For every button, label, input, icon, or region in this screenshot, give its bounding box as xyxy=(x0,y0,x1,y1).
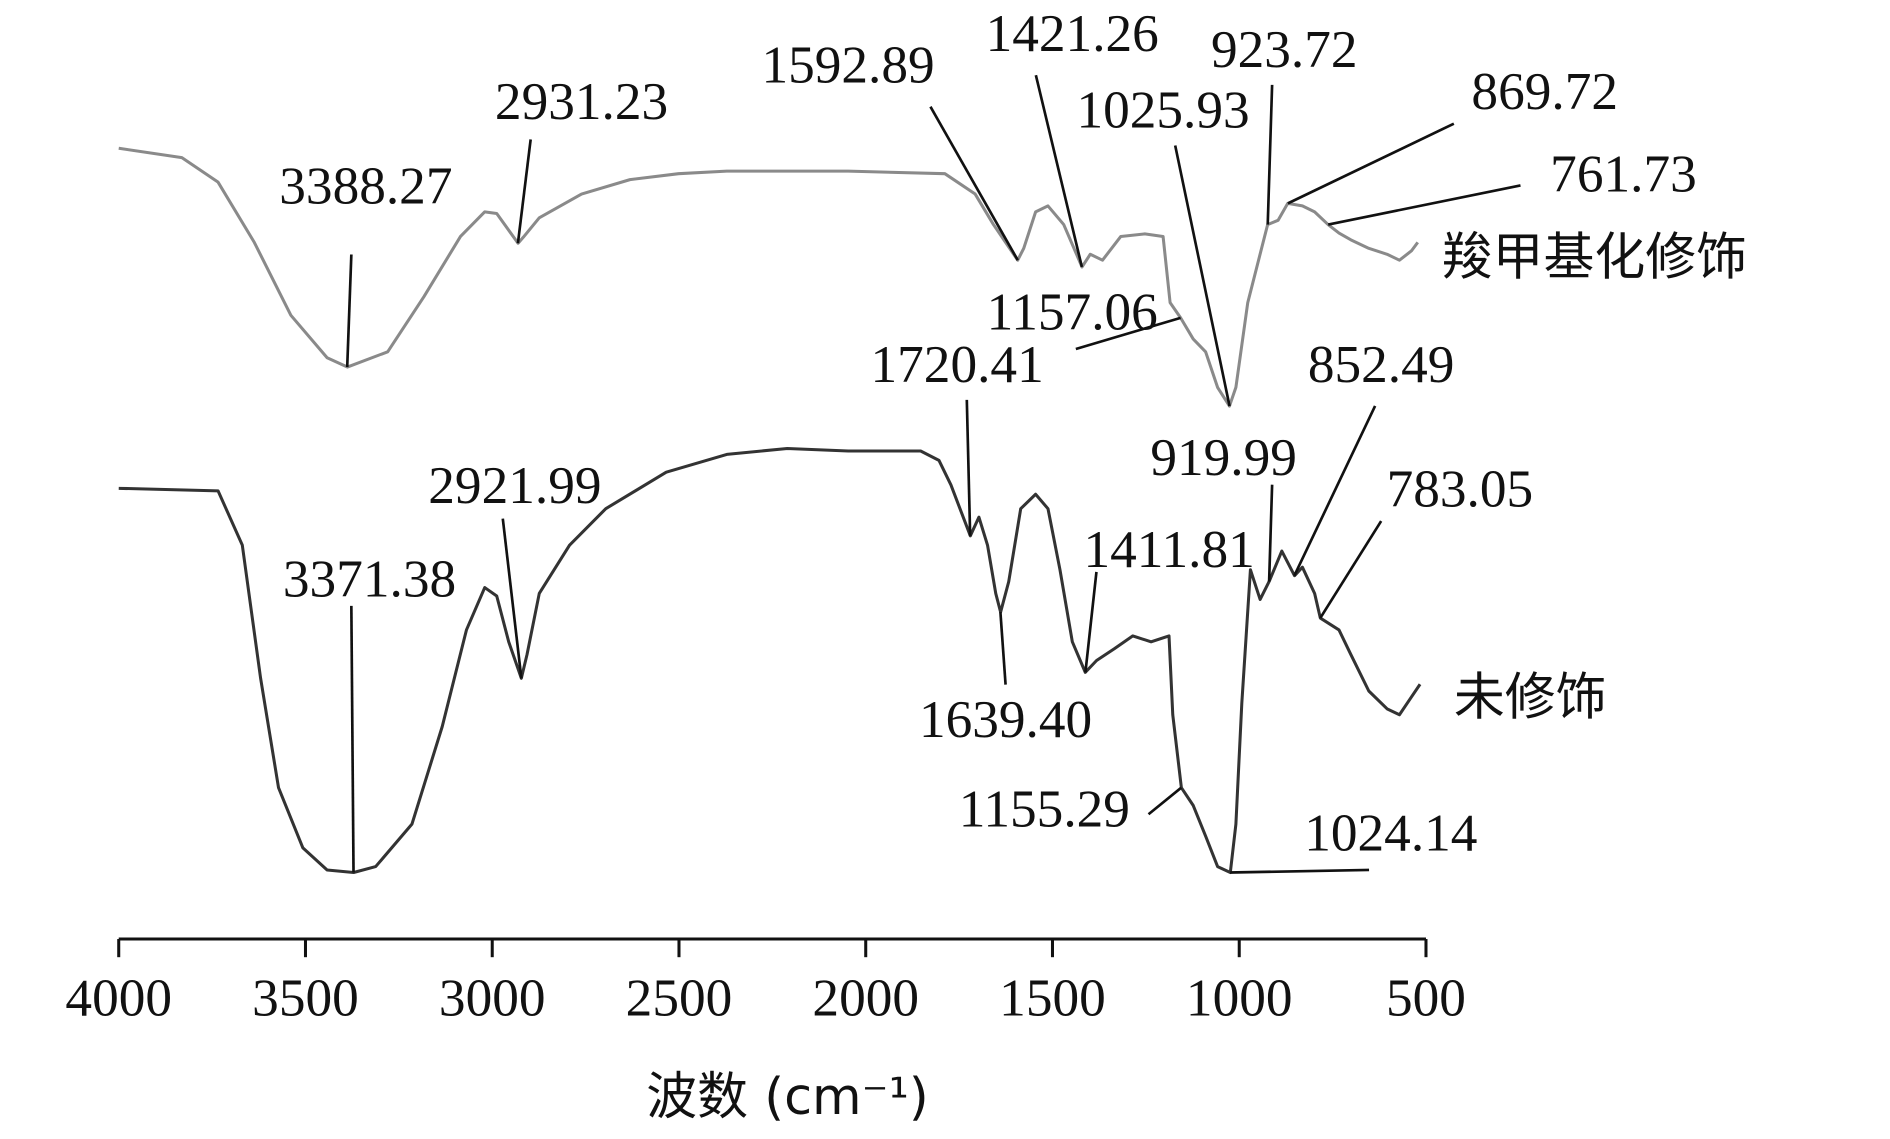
series-label: 未修饰 xyxy=(1454,667,1607,726)
peak-label: 3371.38 xyxy=(283,549,456,608)
peak-label: 1157.06 xyxy=(987,283,1158,342)
peak-label: 869.72 xyxy=(1471,62,1618,121)
peak-leader xyxy=(1084,571,1098,673)
peak-label: 1025.93 xyxy=(1076,80,1249,139)
peak-leader xyxy=(1267,484,1274,582)
peak-label: 919.99 xyxy=(1150,428,1297,487)
x-tick-label: 2000 xyxy=(812,968,919,1027)
peak-leader xyxy=(929,106,1019,261)
peak-label: 2921.99 xyxy=(428,456,601,515)
peak-label: 1155.29 xyxy=(959,779,1130,838)
peak-label: 1720.41 xyxy=(871,335,1044,394)
peak-label: 761.73 xyxy=(1550,145,1697,204)
x-tick-label: 3500 xyxy=(252,968,359,1027)
peak-leader xyxy=(1173,145,1231,407)
peak-leader xyxy=(345,254,353,368)
peak-label: 783.05 xyxy=(1387,460,1534,519)
series-label: 羧甲基化修饰 xyxy=(1442,228,1747,287)
peak-leader xyxy=(1075,316,1181,351)
peak-leader xyxy=(1147,786,1183,816)
x-axis-label: 波数 (cm⁻¹) xyxy=(646,1067,928,1126)
x-tick-label: 500 xyxy=(1386,968,1466,1027)
peak-label: 923.72 xyxy=(1211,20,1358,79)
x-tick-label: 3000 xyxy=(439,968,546,1027)
peak-leader xyxy=(1266,84,1274,225)
peak-leader xyxy=(1319,520,1383,619)
x-tick-label: 2500 xyxy=(626,968,733,1027)
peak-leader xyxy=(999,612,1007,685)
peak-label: 2931.23 xyxy=(495,72,668,131)
peak-label: 3388.27 xyxy=(279,157,452,216)
peak-label: 1024.14 xyxy=(1304,804,1477,863)
peak-label: 1411.81 xyxy=(1084,520,1255,579)
x-tick-label: 1500 xyxy=(999,968,1106,1027)
peak-label: 1639.40 xyxy=(919,690,1092,749)
spectrum-line xyxy=(118,146,1419,408)
peak-label: 1421.26 xyxy=(986,4,1159,63)
peak-leader xyxy=(1327,184,1521,226)
spectrum-line xyxy=(118,446,1422,875)
peak-leader xyxy=(965,399,972,536)
peak-leader xyxy=(501,518,523,679)
peak-label: 852.49 xyxy=(1308,335,1455,394)
x-tick-label: 4000 xyxy=(65,968,172,1027)
x-tick-label: 1000 xyxy=(1186,968,1293,1027)
peak-leader xyxy=(1287,122,1455,205)
peak-leader xyxy=(516,139,532,244)
peak-leader xyxy=(1034,74,1084,268)
peak-leader xyxy=(350,605,355,873)
peak-leader xyxy=(1293,405,1377,577)
peak-label: 1592.89 xyxy=(761,36,934,95)
peak-leader xyxy=(1230,868,1370,874)
